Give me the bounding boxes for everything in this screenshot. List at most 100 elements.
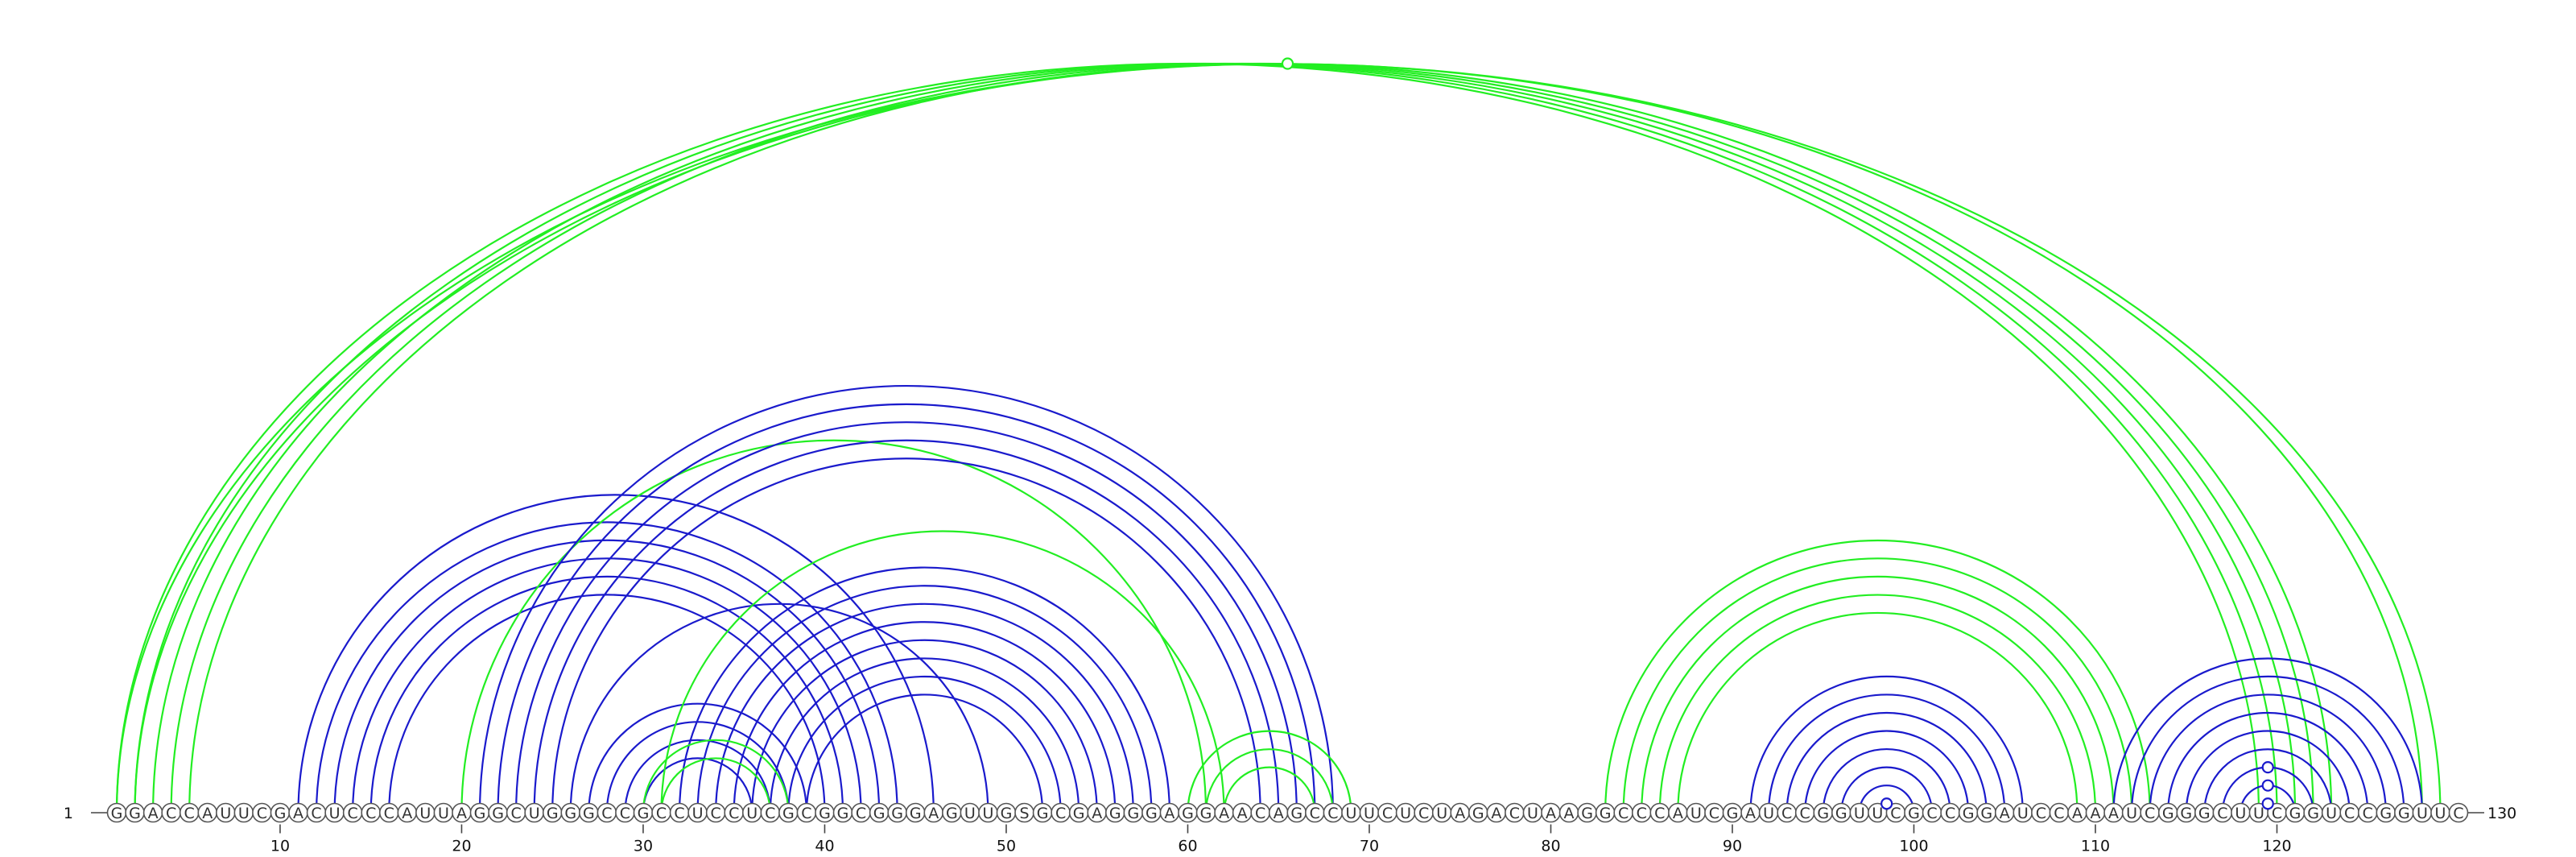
nucleotide: C bbox=[1414, 802, 1434, 823]
nucleotide-letter: G bbox=[946, 805, 958, 822]
nucleotide-letter: C bbox=[674, 805, 684, 822]
base-pair-arc bbox=[733, 621, 1117, 814]
nucleotide: G bbox=[905, 802, 926, 823]
nucleotide: A bbox=[1232, 802, 1253, 823]
nucleotide: C bbox=[669, 802, 690, 823]
nucleotide: U bbox=[216, 802, 236, 823]
base-pair-arc bbox=[588, 703, 808, 814]
nucleotide-letter: C bbox=[2272, 805, 2282, 822]
base-pair-arc bbox=[461, 441, 1206, 813]
nucleotide-letter: U bbox=[1436, 805, 1447, 822]
nucleotide: U bbox=[2412, 802, 2433, 823]
nucleotide: C bbox=[1323, 802, 1344, 823]
nucleotide-letter: C bbox=[1310, 805, 1320, 822]
tick-label: 60 bbox=[1178, 838, 1197, 855]
nucleotide-letter: C bbox=[765, 805, 775, 822]
arc-marker bbox=[2261, 779, 2274, 792]
nucleotide-letter: C bbox=[348, 805, 358, 822]
nucleotide-letter: G bbox=[1109, 805, 1121, 822]
nucleotide-letter: G bbox=[1600, 805, 1612, 822]
base-pair-arc bbox=[1204, 747, 1334, 814]
nucleotide: U bbox=[415, 802, 436, 823]
nucleotide-letter: G bbox=[111, 805, 123, 822]
nucleotide-letter: G bbox=[564, 805, 576, 822]
nucleotide: U bbox=[741, 802, 762, 823]
nucleotide: G bbox=[2176, 802, 2197, 823]
nucleotide: U bbox=[2121, 802, 2142, 823]
nucleotide: C bbox=[1305, 802, 1325, 823]
nucleotide-letter: C bbox=[601, 805, 612, 822]
tick-label: 120 bbox=[2262, 838, 2291, 855]
nucleotide: U bbox=[1359, 802, 1380, 823]
nucleotide: C bbox=[2031, 802, 2051, 823]
base-pair-arc bbox=[134, 62, 2278, 814]
nucleotide: G bbox=[832, 802, 853, 823]
nucleotide: S bbox=[1014, 802, 1034, 823]
base-pair-arc bbox=[751, 640, 1098, 814]
nucleotide-letter: G bbox=[1001, 805, 1013, 822]
nucleotide-letter: U bbox=[2235, 805, 2246, 822]
nucleotide-letter: G bbox=[583, 805, 595, 822]
nucleotide: C bbox=[760, 802, 781, 823]
base-pair-arc bbox=[115, 62, 2442, 814]
nucleotide-letter: C bbox=[257, 805, 267, 822]
nucleotide: U bbox=[433, 802, 454, 823]
nucleotide-letter: G bbox=[1908, 805, 1920, 822]
nucleotide: G bbox=[887, 802, 907, 823]
nucleotide-letter: A bbox=[2108, 805, 2119, 822]
nucleotide: A bbox=[1214, 802, 1234, 823]
nucleotide-letter: A bbox=[2072, 805, 2083, 822]
nucleotide: U bbox=[524, 802, 544, 823]
nucleotide: G bbox=[1068, 802, 1089, 823]
nucleotide: U bbox=[1758, 802, 1779, 823]
nucleotide: A bbox=[1159, 802, 1180, 823]
nucleotide: G bbox=[270, 802, 291, 823]
nucleotide: G bbox=[1904, 802, 1924, 823]
nucleotide: C bbox=[1922, 802, 1942, 823]
nucleotide-letter: A bbox=[1274, 805, 1284, 822]
nucleotide-letter: C bbox=[801, 805, 811, 822]
nucleotide-letter: U bbox=[238, 805, 250, 822]
nucleotide: A bbox=[1486, 802, 1507, 823]
nucleotide-letter: C bbox=[620, 805, 630, 822]
nucleotide-letter: U bbox=[2434, 805, 2446, 822]
nucleotide: C bbox=[851, 802, 871, 823]
nucleotide: G bbox=[1595, 802, 1616, 823]
position-axis: 10 20 30 40 50 60 70 80 90 100 110 120 bbox=[270, 824, 2292, 855]
nucleotide-letter: G bbox=[873, 805, 886, 822]
nucleotide: G bbox=[633, 802, 654, 823]
nucleotide-letter: G bbox=[819, 805, 831, 822]
nucleotide-letter: U bbox=[329, 805, 341, 822]
nucleotide: G bbox=[869, 802, 890, 823]
nucleotide: G bbox=[1468, 802, 1488, 823]
base-pair-arc bbox=[715, 603, 1134, 814]
nucleotide: U bbox=[1395, 802, 1416, 823]
nucleotide-letter: C bbox=[856, 805, 866, 822]
nucleotide: C bbox=[2049, 802, 2070, 823]
nucleotide: C bbox=[1885, 802, 1906, 823]
nucleotide: U bbox=[2321, 802, 2342, 823]
nucleotide: G bbox=[1958, 802, 1979, 823]
nucleotide-letter: U bbox=[2017, 805, 2029, 822]
nucleotide: G bbox=[1813, 802, 1834, 823]
nucleotide: C bbox=[651, 802, 671, 823]
nucleotide: C bbox=[342, 802, 363, 823]
nucleotide: C bbox=[1649, 802, 1670, 823]
base-pair-arc bbox=[642, 757, 753, 814]
nucleotide: A bbox=[1087, 802, 1108, 823]
nucleotide-letter: A bbox=[456, 805, 467, 822]
nucleotide-letter: C bbox=[1055, 805, 1066, 822]
nucleotide-letter: U bbox=[1854, 805, 1865, 822]
nucleotide: A bbox=[1668, 802, 1688, 823]
nucleotide-letter: G bbox=[474, 805, 486, 822]
nucleotide: C bbox=[1794, 802, 1815, 823]
base-pair-arc bbox=[642, 739, 790, 814]
nucleotide: U bbox=[1849, 802, 1870, 823]
nucleotide-letter: G bbox=[1727, 805, 1739, 822]
nucleotide: U bbox=[2013, 802, 2033, 823]
base-pair-arc bbox=[805, 693, 1044, 814]
nucleotide-letter: A bbox=[1745, 805, 1756, 822]
nucleotide: C bbox=[306, 802, 327, 823]
nucleotide: A bbox=[452, 802, 472, 823]
